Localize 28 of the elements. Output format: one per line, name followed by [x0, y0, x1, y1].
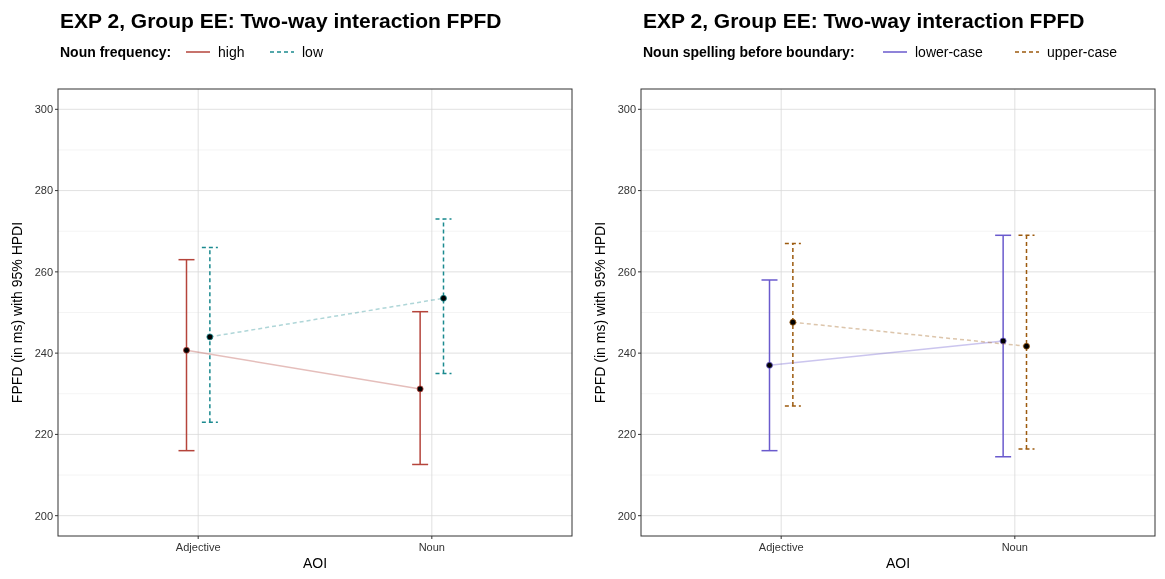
y-tick-label: 240: [617, 346, 636, 359]
y-tick-label: 200: [617, 509, 636, 522]
legend-title: Noun spelling before boundary:: [643, 44, 855, 60]
y-tick-label: 300: [617, 103, 636, 116]
x-tick-label: Noun: [1001, 541, 1028, 553]
x-axis-title: AOI: [302, 555, 328, 571]
y-tick-label: 300: [34, 103, 53, 116]
y-axis-title: FPFD (in ms) with 95% HPDI: [9, 221, 25, 404]
x-axis-title: AOI: [885, 555, 911, 571]
y-tick-label: 240: [34, 346, 53, 359]
y-axis-title: FPFD (in ms) with 95% HPDI: [592, 221, 608, 404]
legend-title: Noun frequency:: [60, 44, 172, 60]
y-tick-label: 200: [34, 509, 53, 522]
y-tick-label: 280: [34, 184, 53, 197]
y-tick-label: 260: [617, 265, 636, 278]
x-tick-label: Noun: [418, 541, 445, 553]
y-tick-label: 260: [34, 265, 53, 278]
chart-title: EXP 2, Group EE: Two-way interaction FPFD: [60, 9, 502, 32]
y-tick-label: 220: [34, 428, 53, 441]
legend-label: low: [302, 44, 324, 60]
legend-label: high: [218, 44, 245, 60]
legend-label: upper-case: [1047, 44, 1118, 60]
x-tick-label: Adjective: [175, 541, 221, 553]
y-tick-label: 280: [617, 184, 636, 197]
x-tick-label: Adjective: [758, 541, 804, 553]
y-tick-label: 220: [617, 428, 636, 441]
chart-title: EXP 2, Group EE: Two-way interaction FPFD: [643, 9, 1085, 32]
legend-label: lower-case: [915, 44, 983, 60]
